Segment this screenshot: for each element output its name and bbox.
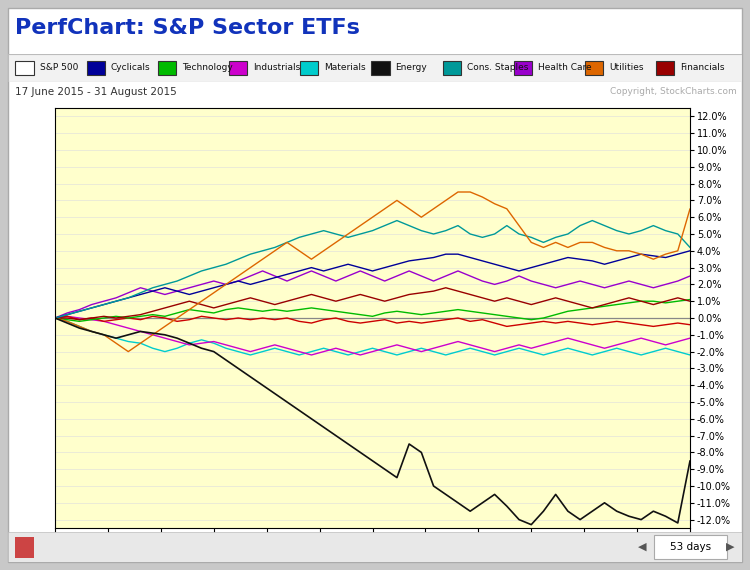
Text: Industrials: Industrials: [254, 63, 301, 72]
Bar: [15, 536, 34, 557]
Text: Health Care: Health Care: [538, 63, 592, 72]
Bar: [654, 535, 728, 559]
Text: Energy: Energy: [395, 63, 427, 72]
Text: Cyclicals: Cyclicals: [111, 63, 151, 72]
Bar: [656, 61, 674, 75]
Bar: [514, 61, 532, 75]
Bar: [585, 61, 603, 75]
Bar: [371, 61, 390, 75]
Bar: [300, 61, 319, 75]
Text: ◀: ◀: [638, 542, 646, 552]
Text: PerfChart: S&P Sector ETFs: PerfChart: S&P Sector ETFs: [15, 18, 360, 38]
Text: Copyright, StockCharts.com: Copyright, StockCharts.com: [610, 88, 736, 96]
Text: Materials: Materials: [324, 63, 366, 72]
Text: Financials: Financials: [680, 63, 724, 72]
Text: 17 June 2015 - 31 August 2015: 17 June 2015 - 31 August 2015: [15, 87, 177, 97]
Text: 53 days: 53 days: [670, 542, 711, 552]
Bar: [158, 61, 176, 75]
Bar: [442, 61, 461, 75]
Text: ▶: ▶: [726, 542, 735, 552]
Bar: [86, 61, 105, 75]
Text: Technology: Technology: [182, 63, 232, 72]
Text: Utilities: Utilities: [609, 63, 644, 72]
Text: S&P 500: S&P 500: [40, 63, 78, 72]
Text: Cons. Staples: Cons. Staples: [466, 63, 528, 72]
Bar: [229, 61, 248, 75]
Bar: [15, 61, 34, 75]
